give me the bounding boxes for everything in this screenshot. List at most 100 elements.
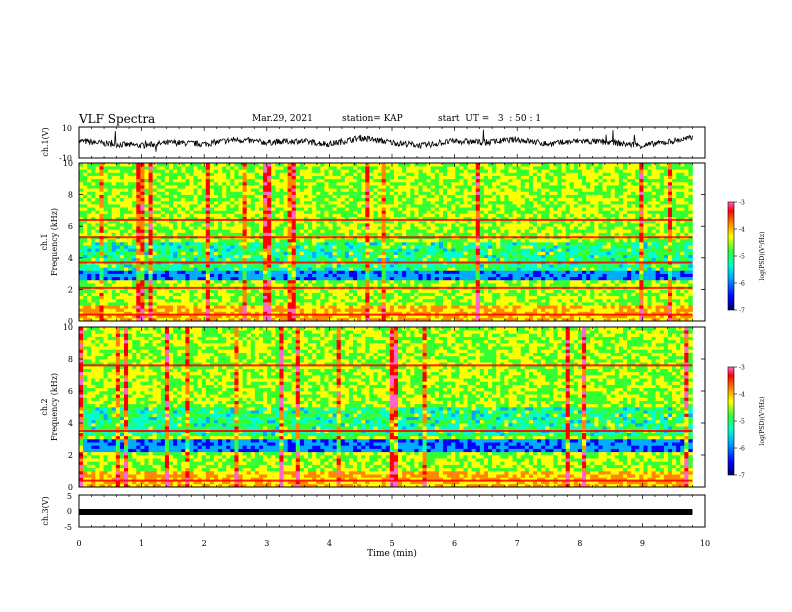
spectrogram-cell <box>463 302 468 306</box>
spectrogram-cell <box>91 213 96 218</box>
spectrogram-cell <box>471 226 477 230</box>
spectrogram-cell <box>263 216 268 221</box>
spectrogram-cell <box>254 232 260 236</box>
spectrogram-cell <box>344 298 350 303</box>
spectrogram-cell <box>684 229 689 233</box>
spectrogram-cell <box>426 273 432 278</box>
spectrogram-cell <box>479 295 485 300</box>
spectrogram-cell <box>639 295 644 300</box>
spectrogram-cell <box>610 283 616 287</box>
spectrogram-cell <box>418 305 423 309</box>
spectrogram-cell <box>647 308 652 312</box>
spectrogram-cell <box>328 242 333 246</box>
spectrogram-cell <box>381 317 387 322</box>
spectrogram-cell <box>663 251 669 255</box>
spectrogram-cell <box>434 251 440 255</box>
spectrogram-cell <box>618 226 624 230</box>
spectrogram-cell <box>107 270 113 274</box>
spectrogram-cell <box>295 314 301 319</box>
spectrogram-cell <box>148 279 153 284</box>
spectrogram-cell <box>524 254 530 259</box>
spectrogram-cell <box>316 273 321 278</box>
spectrogram-cell <box>279 226 284 230</box>
spectrogram-cell <box>291 276 297 281</box>
spectrogram-cell <box>140 267 145 271</box>
spectrogram-cell <box>226 270 231 274</box>
spectrogram-cell <box>557 264 562 268</box>
spectrogram-cell <box>471 257 477 262</box>
spectrogram-cell <box>107 267 113 271</box>
spectrogram-cell <box>524 308 530 312</box>
spectrogram-cell <box>447 273 452 278</box>
spectrogram-cell <box>455 251 460 255</box>
spectrogram-cell <box>156 311 162 315</box>
spectrogram-cell <box>242 283 247 287</box>
spectrogram-cell <box>316 242 321 246</box>
spectrogram-cell <box>218 229 223 233</box>
spectrogram-cell <box>115 292 121 297</box>
spectrogram-cell <box>283 257 288 262</box>
spectrogram-cell <box>234 311 239 315</box>
spectrogram-cell <box>398 216 403 221</box>
spectrogram-cell <box>111 257 117 262</box>
spectrogram-cell <box>312 298 317 303</box>
spectrogram-cell <box>651 245 656 249</box>
spectrogram-cell <box>410 245 415 249</box>
spectrogram-cell <box>422 302 427 306</box>
spectrogram-cell <box>119 216 125 221</box>
spectrogram-cell <box>557 308 562 312</box>
spectrogram-cell <box>332 254 337 259</box>
spectrogram-cell <box>631 289 636 293</box>
spectrogram-cell <box>410 305 415 309</box>
spectrogram-cell <box>242 219 247 224</box>
spectrogram-cell <box>164 242 170 246</box>
spectrogram-cell <box>263 267 268 271</box>
spectrogram-cell <box>414 317 419 322</box>
spectrogram-cell <box>627 267 632 271</box>
spectrogram-cell <box>418 257 423 262</box>
spectrogram-cell <box>181 267 186 271</box>
spectrogram-cell <box>471 267 477 271</box>
spectrogram-cell <box>213 273 219 278</box>
spectrogram-cell <box>622 264 628 268</box>
spectrogram-cell <box>340 216 346 221</box>
spectrogram-cell <box>389 314 395 319</box>
spectrogram-cell <box>213 314 219 319</box>
spectrogram-cell <box>271 317 276 322</box>
spectrogram-cell <box>152 251 158 255</box>
spectrogram-cell <box>230 308 235 312</box>
spectrogram-cell <box>471 314 477 319</box>
spectrogram-cell <box>492 219 497 224</box>
spectrogram-cell <box>627 314 632 319</box>
spectrogram-cell <box>549 238 554 243</box>
spectrogram-cell <box>541 308 546 312</box>
spectrogram-cell <box>647 311 652 315</box>
spectrogram-cell <box>287 232 292 236</box>
spectrogram-cell <box>516 232 522 236</box>
spectrogram-cell <box>541 226 546 230</box>
spectrogram-cell <box>95 298 100 303</box>
spectrogram-cell <box>132 302 137 306</box>
spectrogram-cell <box>443 251 448 255</box>
spectrogram-cell <box>393 305 399 309</box>
spectrogram-cell <box>512 238 517 243</box>
spectrogram-cell <box>193 264 198 268</box>
spectrogram-cell <box>83 251 88 255</box>
spectrogram-cell <box>263 311 268 315</box>
spectrogram-cell <box>414 302 419 306</box>
spectrogram-cell <box>381 251 387 255</box>
spectrogram-cell <box>545 254 550 259</box>
spectrogram-cell <box>467 276 472 281</box>
spectrogram-cell <box>357 245 362 249</box>
spectrogram-cell <box>487 248 493 252</box>
spectrogram-cell <box>483 305 489 309</box>
spectrogram-cell <box>197 317 202 322</box>
spectrogram-cell <box>128 292 133 297</box>
spectrogram-cell <box>263 292 268 297</box>
spectrogram-cell <box>193 219 198 224</box>
spectrogram-cell <box>582 226 587 230</box>
spectrogram-cell <box>209 216 215 221</box>
spectrogram-cell <box>455 254 460 259</box>
spectrogram-cell <box>160 311 166 315</box>
spectrogram-cell <box>230 245 235 249</box>
